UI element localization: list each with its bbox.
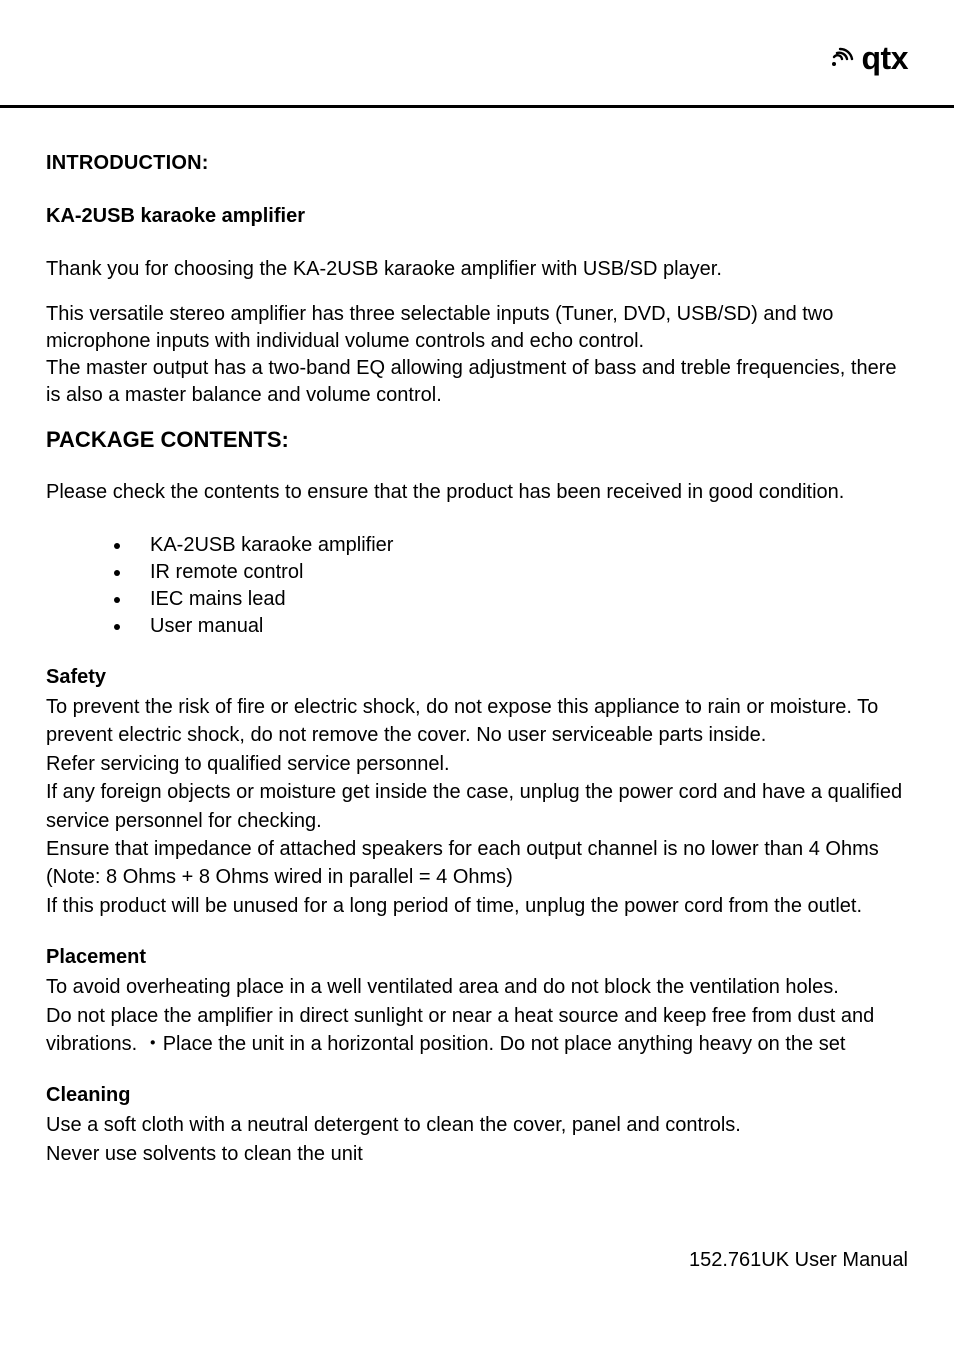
cleaning-body: Use a soft cloth with a neutral detergen…	[46, 1111, 908, 1168]
document-page: qtx INTRODUCTION: KA-2USB karaoke amplif…	[0, 0, 954, 1350]
list-item: User manual	[132, 613, 908, 640]
intro-heading: INTRODUCTION:	[46, 152, 908, 175]
document-body: INTRODUCTION: KA-2USB karaoke amplifier …	[46, 108, 908, 1168]
brand-logo: qtx	[826, 40, 909, 77]
page-header: qtx	[46, 30, 908, 105]
description-paragraph: This versatile stereo amplifier has thre…	[46, 301, 908, 409]
cleaning-heading: Cleaning	[46, 1084, 908, 1107]
package-intro-paragraph: Please check the contents to ensure that…	[46, 479, 908, 506]
sound-wave-icon	[826, 44, 856, 74]
brand-name: qtx	[862, 40, 909, 77]
safety-body: To prevent the risk of fire or electric …	[46, 693, 908, 920]
list-item: IR remote control	[132, 559, 908, 586]
list-item: IEC mains lead	[132, 586, 908, 613]
safety-heading: Safety	[46, 666, 908, 689]
footer-text: 152.761UK User Manual	[689, 1249, 908, 1272]
package-contents-heading: PACKAGE CONTENTS:	[46, 427, 908, 453]
placement-body: To avoid overheating place in a well ven…	[46, 973, 908, 1058]
list-item: KA-2USB karaoke amplifier	[132, 532, 908, 559]
product-title: KA-2USB karaoke amplifier	[46, 205, 908, 228]
thank-you-paragraph: Thank you for choosing the KA-2USB karao…	[46, 256, 908, 283]
placement-heading: Placement	[46, 946, 908, 969]
package-contents-list: KA-2USB karaoke amplifier IR remote cont…	[46, 532, 908, 640]
